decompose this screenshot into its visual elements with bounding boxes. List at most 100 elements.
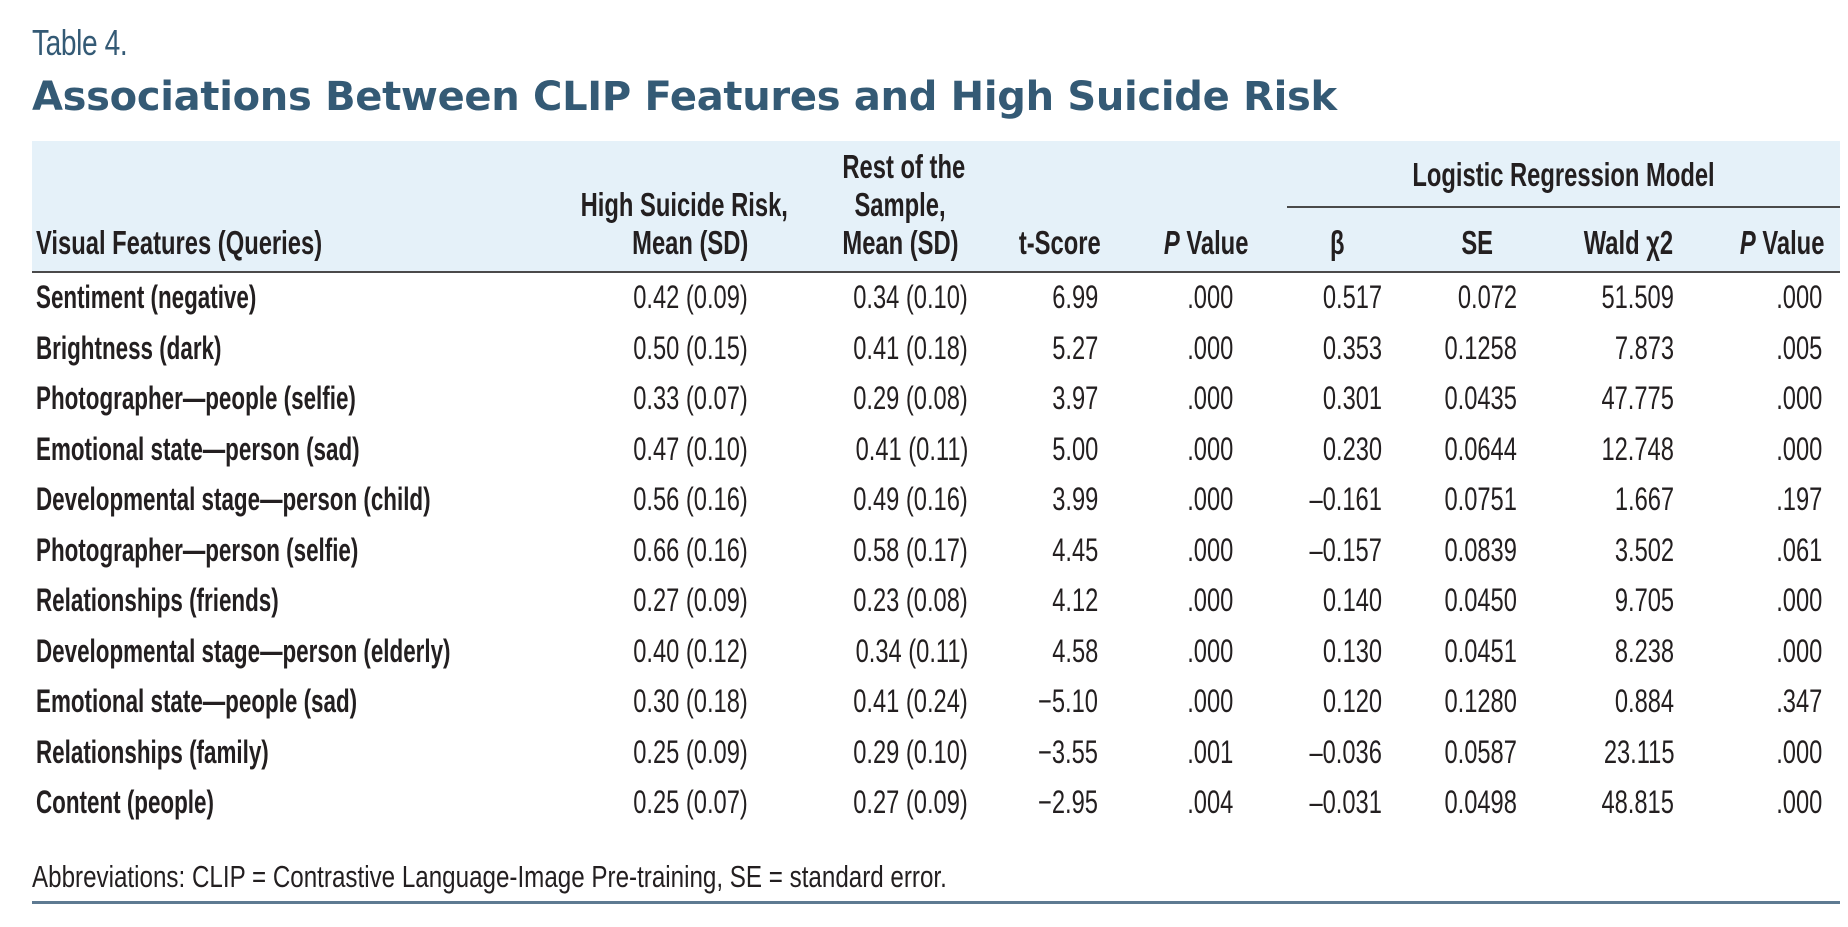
- cell-beta: –0.157: [1309, 531, 1382, 568]
- table-row: Content (people) 0.25 (0.07) 0.27 (0.09) −2…: [0, 777, 1848, 827]
- cell-se: 0.0839: [1444, 531, 1517, 568]
- cell-feature: Photographer—person (selfie): [36, 531, 359, 568]
- cell-feature: Emotional state—person (sad): [36, 430, 360, 467]
- cell-t-score: 5.27: [1051, 329, 1098, 366]
- cell-beta: 0.517: [1322, 279, 1382, 315]
- cell-beta: –0.031: [1309, 784, 1382, 820]
- cell-rest: 0.49 (0.16): [853, 481, 968, 517]
- cell-high-risk: 0.56 (0.16): [633, 481, 748, 517]
- header-high-risk-line2: Mean (SD): [631, 224, 748, 261]
- header-se: SE: [1461, 224, 1493, 261]
- cell-p-value: .000: [1186, 329, 1233, 366]
- cell-wald-chi2: 3.502: [1614, 531, 1674, 568]
- cell-p-value-2: .000: [1775, 430, 1822, 467]
- cell-p-value: .000: [1186, 380, 1233, 416]
- cell-p-value: .004: [1186, 784, 1233, 820]
- header-high-risk-line1: High Suicide Risk,: [580, 186, 788, 223]
- cell-p-value-2: .347: [1775, 683, 1822, 719]
- cell-rest: 0.34 (0.10): [853, 279, 968, 315]
- cell-rest: 0.23 (0.08): [853, 582, 968, 618]
- header-p2-italic: P: [1739, 224, 1756, 261]
- cell-se: 0.0587: [1444, 733, 1517, 770]
- cell-feature: Relationships (family): [36, 733, 269, 770]
- header-rule: [32, 271, 1840, 273]
- cell-feature: Photographer—people (selfie): [36, 380, 356, 416]
- cell-rest: 0.41 (0.11): [855, 430, 968, 467]
- cell-rest: 0.34 (0.11): [855, 632, 968, 669]
- cell-t-score: −5.10: [1038, 683, 1098, 719]
- logistic-regression-rule: [1287, 206, 1840, 208]
- cell-p-value-2: .000: [1775, 582, 1822, 618]
- cell-beta: 0.130: [1322, 632, 1382, 669]
- header-p2-rest: Value: [1755, 224, 1824, 261]
- header-rest-line1: Rest of the: [842, 148, 966, 185]
- cell-se: 0.1258: [1444, 329, 1517, 366]
- cell-p-value: .000: [1186, 582, 1233, 618]
- cell-beta: 0.230: [1322, 430, 1382, 467]
- cell-p-value-2: .000: [1775, 380, 1822, 416]
- cell-p-value: .001: [1186, 733, 1233, 770]
- cell-se: 0.0435: [1444, 380, 1517, 416]
- cell-beta: 0.120: [1322, 683, 1382, 719]
- cell-feature: Emotional state—people (sad): [36, 683, 358, 719]
- table-row: Photographer—person (selfie) 0.66 (0.16) 0…: [0, 525, 1848, 575]
- table-row: Brightness (dark) 0.50 (0.15) 0.41 (0.18) 5…: [0, 323, 1848, 373]
- header-rest-line3: Mean (SD): [842, 224, 959, 261]
- cell-rest: 0.41 (0.18): [853, 329, 968, 366]
- cell-high-risk: 0.25 (0.07): [633, 784, 748, 820]
- cell-p-value: .000: [1186, 481, 1233, 517]
- cell-p-value: .000: [1186, 683, 1233, 719]
- header-p-value-2: P Value: [1739, 224, 1824, 262]
- cell-se: 0.0644: [1444, 430, 1517, 467]
- table-label: Table 4.: [32, 22, 128, 63]
- cell-wald-chi2: 51.509: [1601, 279, 1674, 315]
- cell-high-risk: 0.47 (0.10): [633, 430, 748, 467]
- table-row: Emotional state—people (sad) 0.30 (0.18) 0…: [0, 676, 1848, 726]
- cell-rest: 0.29 (0.08): [853, 380, 968, 416]
- cell-high-risk: 0.30 (0.18): [633, 683, 748, 719]
- cell-high-risk: 0.42 (0.09): [633, 279, 748, 315]
- cell-rest: 0.58 (0.17): [853, 531, 968, 568]
- cell-wald-chi2: 8.238: [1614, 632, 1674, 669]
- cell-wald-chi2: 1.667: [1614, 481, 1674, 517]
- cell-t-score: 5.00: [1051, 430, 1098, 467]
- cell-p-value: .000: [1186, 531, 1233, 568]
- table-row: Emotional state—person (sad) 0.47 (0.10) 0…: [0, 424, 1848, 474]
- cell-wald-chi2: 48.815: [1601, 784, 1674, 820]
- cell-t-score: −2.95: [1038, 784, 1098, 820]
- cell-feature: Brightness (dark): [36, 329, 222, 366]
- cell-wald-chi2: 23.115: [1603, 733, 1674, 770]
- cell-t-score: 4.12: [1051, 582, 1098, 618]
- cell-t-score: −3.55: [1038, 733, 1098, 770]
- header-logistic-regression-model: Logistic Regression Model: [1412, 156, 1715, 193]
- cell-feature: Content (people): [36, 784, 214, 820]
- header-p-rest: Value: [1179, 224, 1248, 261]
- cell-beta: –0.036: [1309, 733, 1382, 770]
- cell-wald-chi2: 12.748: [1601, 430, 1674, 467]
- cell-t-score: 3.99: [1051, 481, 1098, 517]
- cell-p-value-2: .005: [1775, 329, 1822, 366]
- cell-se: 0.0450: [1444, 582, 1517, 618]
- cell-p-value-2: .000: [1775, 632, 1822, 669]
- table-row: Sentiment (negative) 0.42 (0.09) 0.34 (0.1…: [0, 272, 1848, 322]
- cell-se: 0.0451: [1444, 632, 1517, 669]
- cell-t-score: 6.99: [1051, 279, 1098, 315]
- cell-t-score: 4.58: [1051, 632, 1098, 669]
- header-p-italic: P: [1163, 224, 1180, 261]
- cell-p-value: .000: [1186, 430, 1233, 467]
- footnote: Abbreviations: CLIP = Contrastive Langua…: [32, 859, 947, 894]
- cell-rest: 0.27 (0.09): [853, 784, 968, 820]
- cell-feature: Developmental stage—person (elderly): [36, 632, 451, 669]
- bottom-rule: [32, 901, 1840, 904]
- header-wald-chi2: Wald χ2: [1583, 224, 1673, 261]
- cell-se: 0.1280: [1444, 683, 1517, 719]
- header-visual-features: Visual Features (Queries): [36, 224, 323, 261]
- table-row: Developmental stage—person (child) 0.56 (…: [0, 474, 1848, 524]
- header-t-score: t-Score: [1019, 224, 1101, 261]
- cell-high-risk: 0.50 (0.15): [633, 329, 748, 366]
- header-beta: β: [1330, 224, 1345, 261]
- cell-beta: 0.301: [1322, 380, 1382, 416]
- cell-p-value-2: .000: [1775, 784, 1822, 820]
- header-rest-line2: Sample,: [854, 186, 946, 223]
- cell-high-risk: 0.66 (0.16): [633, 531, 748, 568]
